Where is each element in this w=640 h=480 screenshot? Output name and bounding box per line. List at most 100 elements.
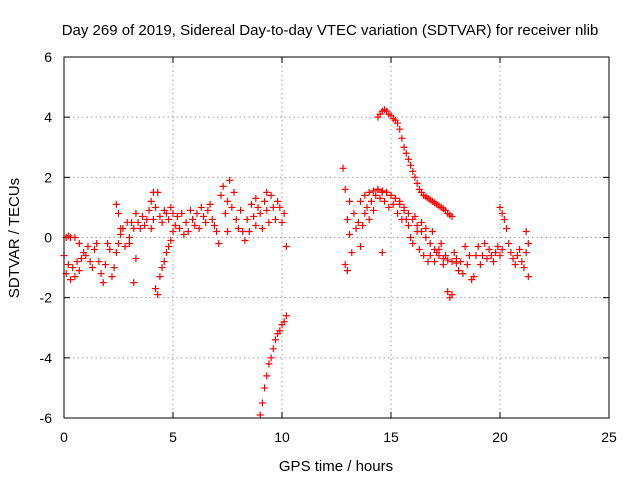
data-point-marker	[221, 209, 229, 217]
data-point-marker	[476, 261, 484, 269]
data-point-marker	[387, 191, 395, 199]
data-point-marker	[348, 249, 356, 257]
data-point-marker	[407, 161, 415, 169]
y-tick-label: 6	[44, 49, 52, 65]
data-point-marker	[267, 191, 275, 199]
data-point-marker	[415, 246, 423, 254]
data-point-marker	[228, 203, 236, 211]
data-point-marker	[356, 243, 364, 251]
data-point-marker	[522, 249, 530, 257]
data-point-marker	[520, 264, 528, 272]
data-point-marker	[224, 197, 231, 205]
data-point-marker	[145, 206, 153, 214]
data-point-marker	[232, 215, 240, 223]
data-point-marker	[117, 230, 125, 238]
data-point-marker	[84, 243, 92, 251]
data-point-marker	[459, 270, 467, 278]
data-point-marker	[101, 261, 109, 269]
data-point-marker	[182, 218, 190, 226]
data-point-marker	[152, 285, 160, 293]
data-point-marker	[422, 224, 430, 232]
data-point-marker	[407, 234, 415, 241]
y-axis-label: SDTVAR / TECUs	[6, 178, 23, 298]
data-point-marker	[400, 203, 408, 211]
data-point-marker	[93, 240, 101, 248]
y-tick-label: -6	[40, 410, 53, 426]
data-point-marker	[363, 203, 371, 211]
data-point-marker	[380, 197, 388, 205]
data-point-marker	[374, 185, 382, 193]
data-point-marker	[91, 246, 99, 254]
data-point-marker	[130, 224, 138, 232]
data-point-marker	[73, 258, 81, 266]
data-point-marker	[162, 249, 170, 257]
data-point-marker	[197, 203, 205, 211]
data-point-marker	[280, 318, 288, 326]
data-point-marker	[498, 246, 506, 254]
data-point-marker	[409, 215, 417, 223]
data-point-marker	[245, 227, 253, 235]
data-point-marker	[428, 227, 436, 235]
data-point-marker	[252, 194, 260, 202]
x-tick-label: 20	[492, 429, 508, 445]
data-point-marker	[158, 264, 166, 272]
data-point-marker	[341, 261, 349, 269]
data-point-marker	[112, 200, 120, 208]
data-point-marker	[67, 276, 75, 284]
data-point-marker	[391, 194, 399, 202]
data-point-marker	[224, 227, 231, 235]
data-point-marker	[444, 288, 452, 296]
data-point-marker	[376, 194, 384, 202]
data-point-marker	[511, 261, 519, 269]
y-tick-label: 4	[44, 109, 52, 125]
data-point-marker	[418, 227, 426, 235]
data-point-marker	[483, 255, 491, 263]
data-point-marker	[195, 224, 203, 232]
data-point-marker	[239, 227, 247, 235]
data-point-marker	[95, 258, 103, 266]
data-point-marker	[104, 240, 112, 248]
data-point-marker	[524, 240, 532, 248]
data-point-marker	[210, 221, 218, 229]
data-point-marker	[108, 273, 116, 281]
data-point-marker	[254, 203, 262, 211]
data-point-marker	[117, 224, 125, 232]
data-point-marker	[173, 212, 181, 220]
data-point-marker	[69, 264, 77, 272]
data-point-marker	[450, 249, 458, 257]
data-point-marker	[457, 258, 465, 266]
plot-frame	[63, 56, 610, 419]
data-point-marker	[394, 119, 402, 127]
data-point-marker	[341, 185, 349, 193]
x-tick-label: 10	[274, 429, 290, 445]
data-point-marker	[230, 188, 238, 196]
data-point-marker	[496, 252, 504, 260]
data-point-marker	[184, 227, 192, 235]
data-point-marker	[258, 224, 266, 232]
data-point-marker	[156, 212, 164, 220]
data-point-marker	[352, 224, 360, 232]
data-point-marker	[152, 203, 160, 211]
data-point-marker	[115, 240, 122, 248]
data-point-marker	[503, 224, 511, 232]
data-point-marker	[265, 360, 273, 368]
gridlines	[64, 57, 609, 418]
data-point-marker	[121, 243, 129, 251]
data-point-marker	[267, 354, 275, 362]
x-tick-label: 0	[60, 429, 68, 445]
data-point-marker	[75, 267, 83, 275]
data-point-marker	[263, 206, 271, 214]
data-point-marker	[339, 164, 347, 172]
data-point-marker	[258, 399, 266, 407]
data-point-marker	[418, 218, 426, 226]
data-point-marker	[431, 246, 439, 254]
data-point-marker	[524, 273, 532, 281]
data-point-marker	[77, 255, 85, 263]
data-point-marker	[367, 197, 375, 205]
data-point-marker	[365, 215, 373, 223]
data-point-marker	[343, 267, 351, 275]
data-point-marker	[261, 197, 269, 205]
data-point-marker	[276, 327, 284, 335]
data-point-marker	[496, 203, 504, 211]
data-point-marker	[494, 243, 502, 251]
